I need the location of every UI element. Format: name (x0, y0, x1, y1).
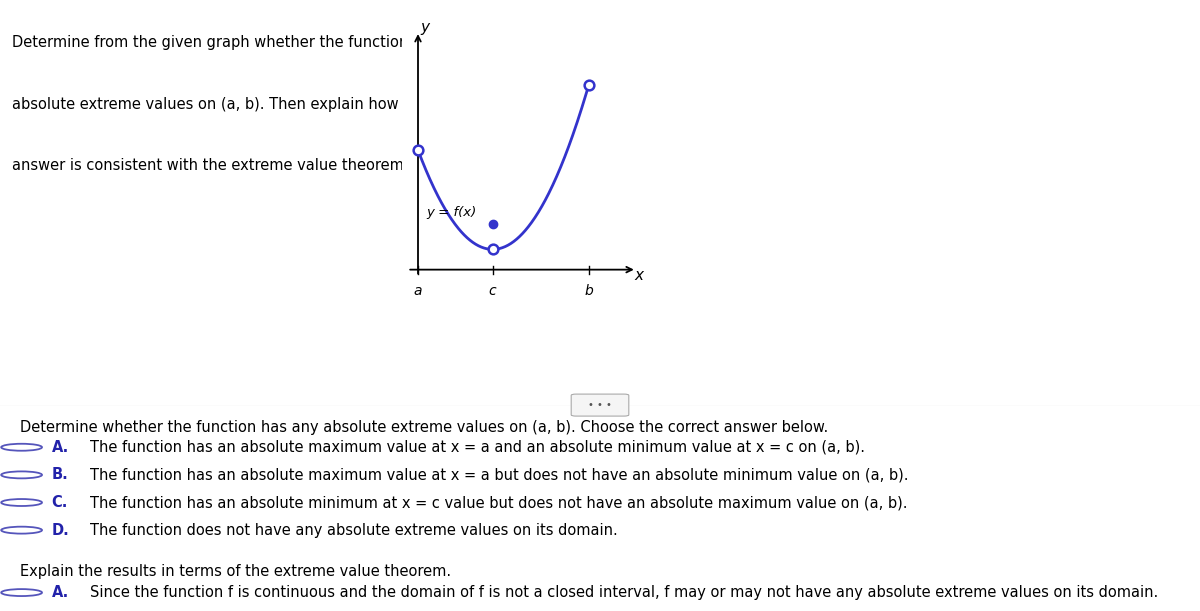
Text: D.: D. (52, 522, 70, 538)
Text: absolute extreme values on (a, b). Then explain how your: absolute extreme values on (a, b). Then … (12, 97, 437, 112)
Text: a: a (414, 285, 422, 299)
Text: The function does not have any absolute extreme values on its domain.: The function does not have any absolute … (90, 522, 618, 538)
Text: Explain the results in terms of the extreme value theorem.: Explain the results in terms of the extr… (20, 564, 451, 579)
Text: x: x (635, 268, 644, 282)
Text: Since the function f is continuous and the domain of f is not a closed interval,: Since the function f is continuous and t… (90, 585, 1158, 600)
Text: b: b (584, 285, 593, 299)
Text: The function has an absolute maximum value at x = a but does not have an absolut: The function has an absolute maximum val… (90, 467, 908, 482)
Text: c: c (488, 285, 497, 299)
Text: y: y (420, 20, 428, 35)
Text: • • •: • • • (588, 400, 612, 410)
Text: The function has an absolute minimum at x = c value but does not have an absolut: The function has an absolute minimum at … (90, 495, 907, 510)
Text: Determine whether the function has any absolute extreme values on (a, b). Choose: Determine whether the function has any a… (20, 420, 829, 434)
Text: answer is consistent with the extreme value theorem.: answer is consistent with the extreme va… (12, 158, 409, 174)
Text: C.: C. (52, 495, 68, 510)
Text: Determine from the given graph whether the function has any: Determine from the given graph whether t… (12, 35, 470, 49)
Text: B.: B. (52, 467, 68, 482)
FancyBboxPatch shape (571, 394, 629, 416)
Text: The function has an absolute maximum value at x = a and an absolute minimum valu: The function has an absolute maximum val… (90, 440, 865, 455)
Text: A.: A. (52, 585, 68, 600)
Text: y = f(x): y = f(x) (426, 206, 476, 219)
Text: A.: A. (52, 440, 68, 455)
